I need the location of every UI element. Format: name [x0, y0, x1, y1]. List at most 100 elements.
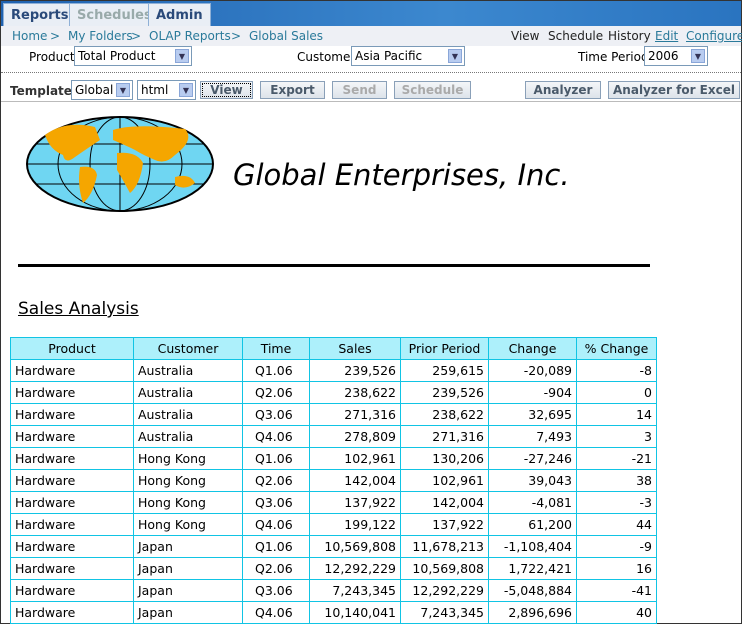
action-history[interactable]: History: [608, 29, 651, 43]
time-period-label: Time Period: [578, 50, 649, 64]
table-cell: Hardware: [10, 425, 134, 448]
chevron-down-icon: ▼: [448, 49, 462, 63]
table-cell: 130,206: [400, 447, 489, 470]
table-cell: 137,922: [309, 491, 401, 514]
breadcrumb-global-sales[interactable]: Global Sales: [249, 29, 324, 43]
sales-table: Product Customer Time Sales Prior Period Chan…: [10, 337, 657, 624]
table-row: Hardware Hong Kong Q3.06 137,922 142,004 -4,0…: [10, 491, 657, 514]
table-cell: 271,316: [309, 403, 401, 426]
product-select[interactable]: Total Product ▼: [74, 46, 192, 66]
template-label: Template: [10, 84, 72, 98]
table-cell: Hong Kong: [133, 469, 243, 492]
table-cell: Q3.06: [242, 491, 310, 514]
table-row: Hardware Hong Kong Q1.06 102,961 130,206 -27,…: [10, 447, 657, 470]
column-header: Prior Period: [400, 337, 489, 360]
export-button[interactable]: Export: [260, 81, 325, 99]
horizontal-rule: [18, 264, 650, 267]
analyzer-button[interactable]: Analyzer: [525, 81, 601, 99]
column-header: % Change: [576, 337, 657, 360]
table-cell: 40: [576, 601, 657, 624]
chevron-down-icon: ▼: [691, 49, 705, 63]
table-cell: 238,622: [309, 381, 401, 404]
tab-admin[interactable]: Admin: [148, 3, 211, 26]
table-cell: 12,292,229: [309, 557, 401, 580]
table-row: Hardware Japan Q4.06 10,140,041 7,243,345 2,8…: [10, 601, 657, 624]
table-row: Hardware Hong Kong Q4.06 199,122 137,922 61,2…: [10, 513, 657, 536]
table-cell: 2,896,696: [488, 601, 577, 624]
table-cell: Q1.06: [242, 535, 310, 558]
send-button[interactable]: Send: [332, 81, 387, 99]
table-row: Hardware Japan Q1.06 10,569,808 11,678,213 -1…: [10, 535, 657, 558]
table-row: Hardware Australia Q4.06 278,809 271,316 7,49…: [10, 425, 657, 448]
table-cell: 12,292,229: [400, 579, 489, 602]
table-cell: Hardware: [10, 491, 134, 514]
toolbar-separator: [1, 101, 741, 102]
tab-schedules[interactable]: Schedules: [69, 3, 160, 26]
table-cell: -8: [576, 359, 657, 382]
breadcrumb-my-folders[interactable]: My Folders: [68, 29, 133, 43]
table-cell: -1,108,404: [488, 535, 577, 558]
table-cell: 3: [576, 425, 657, 448]
action-view[interactable]: View: [511, 29, 540, 43]
column-header: Time: [242, 337, 310, 360]
column-header: Product: [10, 337, 134, 360]
table-cell: Q2.06: [242, 557, 310, 580]
table-cell: Australia: [133, 359, 243, 382]
breadcrumb-sep: >: [50, 29, 61, 43]
table-cell: Hong Kong: [133, 447, 243, 470]
table-cell: Hardware: [10, 447, 134, 470]
tab-reports[interactable]: Reports: [3, 3, 77, 26]
time-period-select[interactable]: 2006 ▼: [644, 46, 708, 66]
analyzer-for-excel-button[interactable]: Analyzer for Excel: [608, 81, 740, 99]
table-cell: Q4.06: [242, 513, 310, 536]
table-cell: -41: [576, 579, 657, 602]
table-cell: 0: [576, 381, 657, 404]
format-select[interactable]: html ▼: [137, 80, 196, 100]
chevron-down-icon: ▼: [116, 83, 130, 97]
template-select[interactable]: Global ▼: [71, 80, 133, 100]
customer-select[interactable]: Asia Pacific ▼: [351, 46, 465, 66]
table-cell: Australia: [133, 403, 243, 426]
table-row: Hardware Australia Q2.06 238,622 239,526 -904…: [10, 381, 657, 404]
table-cell: Q3.06: [242, 403, 310, 426]
table-cell: 61,200: [488, 513, 577, 536]
table-header-row: Product Customer Time Sales Prior Period Chan…: [10, 337, 657, 360]
chevron-down-icon: ▼: [179, 83, 193, 97]
format-value: html: [141, 83, 169, 97]
action-configure[interactable]: Configure: [686, 29, 742, 43]
table-cell: Japan: [133, 535, 243, 558]
column-header: Sales: [309, 337, 401, 360]
table-cell: -9: [576, 535, 657, 558]
table-cell: 14: [576, 403, 657, 426]
table-cell: 102,961: [400, 469, 489, 492]
company-name: Global Enterprises, Inc.: [233, 158, 570, 192]
breadcrumb-olap-reports[interactable]: OLAP Reports: [149, 29, 231, 43]
product-value: Total Product: [78, 49, 156, 63]
template-value: Global: [75, 83, 114, 97]
table-cell: Japan: [133, 557, 243, 580]
action-schedule[interactable]: Schedule: [548, 29, 604, 43]
breadcrumb-home[interactable]: Home: [12, 29, 48, 43]
table-cell: 259,615: [400, 359, 489, 382]
action-edit[interactable]: Edit: [655, 29, 679, 43]
table-cell: -21: [576, 447, 657, 470]
customer-value: Asia Pacific: [355, 49, 423, 63]
table-cell: Q2.06: [242, 469, 310, 492]
table-cell: Japan: [133, 601, 243, 624]
breadcrumb: Home > My Folders > OLAP Reports > Globa…: [1, 26, 742, 46]
table-row: Hardware Japan Q3.06 7,243,345 12,292,229 -5,…: [10, 579, 657, 602]
divider: [1, 72, 741, 73]
table-cell: Hong Kong: [133, 491, 243, 514]
view-button[interactable]: View: [200, 81, 253, 99]
table-cell: -4,081: [488, 491, 577, 514]
product-label: Product: [29, 50, 75, 64]
table-cell: 199,122: [309, 513, 401, 536]
time-period-value: 2006: [648, 49, 679, 63]
table-cell: 7,243,345: [309, 579, 401, 602]
table-cell: Q1.06: [242, 359, 310, 382]
table-cell: 239,526: [400, 381, 489, 404]
table-cell: Q3.06: [242, 579, 310, 602]
table-cell: 10,140,041: [309, 601, 401, 624]
schedule-button[interactable]: Schedule: [394, 81, 471, 99]
table-cell: -27,246: [488, 447, 577, 470]
